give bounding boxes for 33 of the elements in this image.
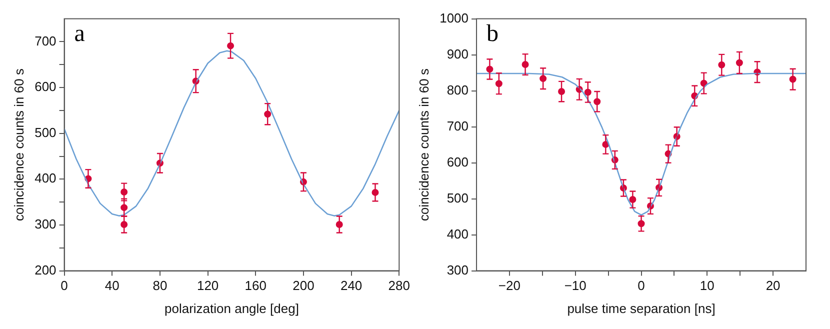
- x-tick-label: −20: [498, 278, 520, 294]
- y-tick-label: 200: [34, 262, 56, 278]
- y-axis-title: coincidence counts in 60 s: [11, 68, 26, 222]
- y-tick-label: 500: [34, 124, 56, 140]
- x-tick-label: −10: [564, 278, 586, 294]
- chart-title: b: [486, 21, 499, 48]
- x-tick-label: 20: [766, 278, 780, 294]
- x-tick-label: 0: [638, 278, 645, 294]
- y-axis-title: coincidence counts in 60 s: [416, 68, 432, 222]
- x-tick-label: 0: [60, 278, 68, 294]
- x-tick-label: 160: [244, 278, 266, 294]
- y-tick-label: 600: [446, 154, 469, 170]
- x-tick-label: 240: [340, 278, 362, 294]
- y-tick-label: 700: [446, 118, 469, 134]
- x-tick-label: 200: [292, 278, 314, 294]
- x-tick-label: 10: [700, 278, 714, 294]
- y-tick-label: 400: [34, 170, 56, 186]
- y-tick-label: 400: [446, 226, 469, 242]
- y-tick-label: 800: [446, 82, 469, 98]
- y-tick-label: 300: [34, 216, 56, 232]
- y-tick-label: 700: [34, 33, 56, 48]
- y-tick-label: 500: [446, 190, 469, 206]
- x-axis-title: polarization angle [deg]: [164, 300, 299, 316]
- x-tick-label: 120: [196, 278, 219, 294]
- y-tick-label: 900: [446, 46, 469, 62]
- y-tick-label: 300: [446, 262, 469, 278]
- y-tick-label: 1000: [440, 10, 469, 26]
- y-tick-label: 600: [34, 79, 56, 94]
- x-tick-label: 280: [388, 278, 410, 294]
- x-axis-title: pulse time separation [ns]: [567, 300, 716, 316]
- x-tick-label: 40: [104, 278, 120, 294]
- x-tick-label: 80: [152, 278, 168, 294]
- chart-title: a: [74, 21, 86, 48]
